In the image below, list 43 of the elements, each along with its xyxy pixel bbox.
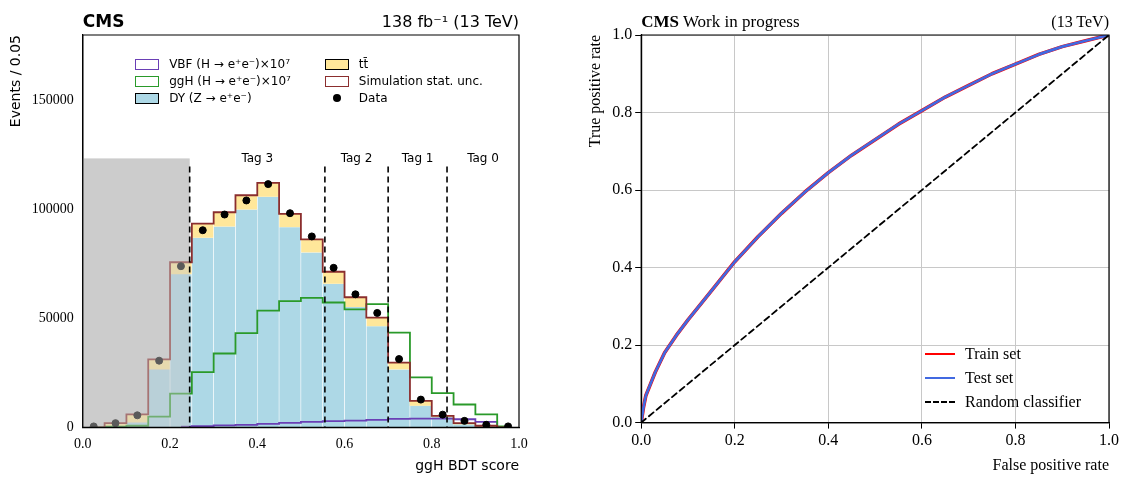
y-tick-label: 0.4 — [612, 257, 633, 275]
x-tick-label: 0.2 — [724, 431, 745, 449]
annotation: Tag 2 — [339, 150, 373, 165]
y-axis-title: Events / 0.05 — [7, 35, 24, 128]
y-tick-label: 0 — [66, 419, 74, 435]
x-tick-label: 0.2 — [161, 436, 179, 452]
y-tick-label: 0.0 — [612, 412, 633, 430]
x-tick-label: 0.6 — [911, 431, 932, 449]
legend-label: ggH (H → e⁺e⁻)×10⁷ — [169, 74, 291, 88]
legend-label: DY (Z → e⁺e⁻) — [169, 91, 252, 105]
x-tick-label: 0.0 — [74, 436, 92, 452]
annotation: Tag 3 — [240, 150, 274, 165]
y-tick-label: 50000 — [38, 310, 74, 326]
x-tick-label: 0.4 — [248, 436, 267, 452]
legend-label: VBF (H → e⁺e⁻)×10⁷ — [169, 57, 290, 71]
chart-title: CMS — [82, 11, 125, 31]
x-tick-label: 0.8 — [423, 436, 441, 452]
x-axis-title: False positive rate — [992, 455, 1109, 474]
legend-label: Test set — [965, 368, 1014, 387]
legend-label: Random classifier — [965, 392, 1081, 411]
y-tick-label: 0.2 — [612, 335, 633, 353]
x-tick-label: 1.0 — [1099, 431, 1119, 449]
y-tick-label: 1.0 — [612, 25, 633, 43]
annotation: Tag 0 — [466, 150, 499, 165]
x-tick-label: 0.8 — [1005, 431, 1026, 449]
legend-label: Simulation stat. unc. — [358, 74, 483, 88]
legend-label: Train set — [965, 344, 1021, 363]
y-tick-label: 0.8 — [612, 102, 633, 120]
x-axis-title: ggH BDT score — [415, 457, 519, 474]
y-tick-label: 150000 — [31, 92, 74, 108]
chart-title: CMS Work in progress — [641, 12, 800, 31]
y-axis-title: True positive rate — [585, 35, 604, 148]
annotation: Tag 1 — [400, 150, 434, 165]
x-tick-label: 0.0 — [631, 431, 652, 449]
chart-subtitle: (13 TeV) — [1051, 13, 1109, 31]
x-tick-label: 0.4 — [818, 431, 839, 449]
x-tick-label: 1.0 — [510, 436, 528, 452]
y-tick-label: 0.6 — [612, 180, 633, 198]
chart-subtitle: 138 fb⁻¹ (13 TeV) — [381, 12, 519, 31]
legend-label: Data — [358, 91, 388, 105]
y-tick-label: 100000 — [31, 201, 74, 217]
x-tick-label: 0.6 — [335, 436, 354, 452]
legend-label: tt̄ — [358, 57, 369, 71]
